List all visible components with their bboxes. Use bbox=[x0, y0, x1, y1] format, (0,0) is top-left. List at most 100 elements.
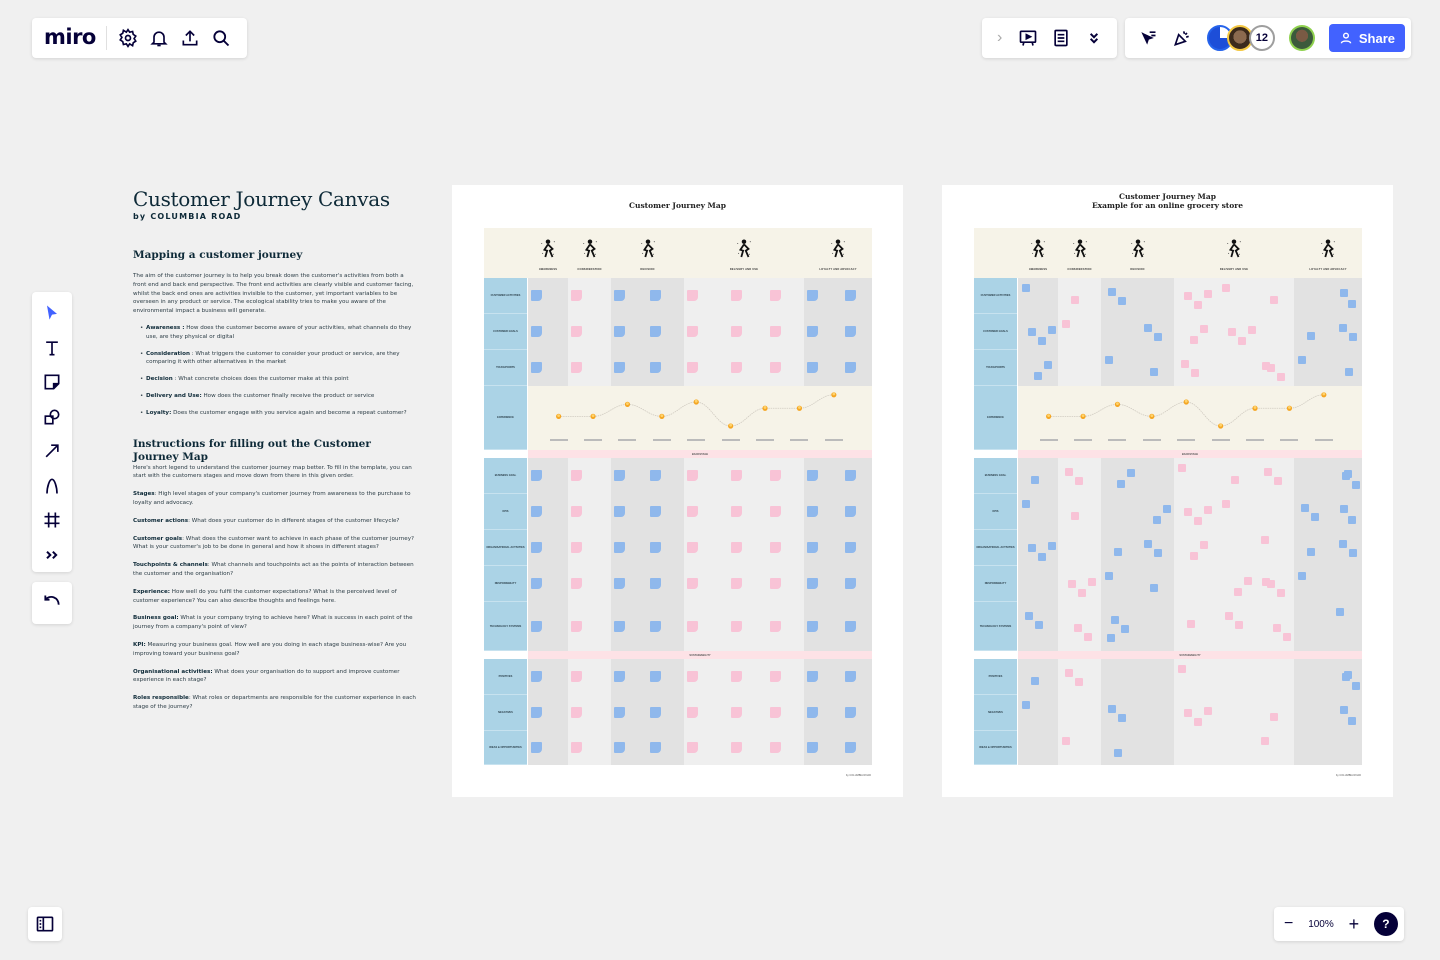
sticky-note[interactable] bbox=[1194, 517, 1202, 525]
sticky-note[interactable] bbox=[1298, 356, 1306, 364]
sticky-note[interactable] bbox=[731, 326, 742, 337]
sticky-note[interactable] bbox=[845, 542, 856, 553]
sticky-note[interactable] bbox=[1349, 549, 1357, 557]
sticky-note[interactable] bbox=[1181, 360, 1189, 368]
sticky-note[interactable] bbox=[1235, 621, 1243, 629]
sticky-note[interactable] bbox=[531, 470, 542, 481]
sticky-note[interactable] bbox=[1228, 328, 1236, 336]
settings-button[interactable] bbox=[112, 21, 143, 55]
board-panel-button[interactable] bbox=[28, 907, 62, 941]
sticky-note[interactable] bbox=[1035, 621, 1043, 629]
sticky-note[interactable] bbox=[1339, 324, 1347, 332]
sticky-note[interactable] bbox=[687, 578, 698, 589]
sticky-note[interactable] bbox=[1062, 320, 1070, 328]
sticky-note[interactable] bbox=[1339, 540, 1347, 548]
sticky-note[interactable] bbox=[1178, 665, 1186, 673]
sticky-note[interactable] bbox=[1348, 516, 1356, 524]
sticky-note[interactable] bbox=[1108, 288, 1116, 296]
sticky-note[interactable] bbox=[1261, 737, 1269, 745]
sticky-note[interactable] bbox=[687, 620, 698, 632]
sticky-note[interactable] bbox=[571, 542, 582, 553]
sticky-note[interactable] bbox=[1153, 516, 1161, 524]
reactions-button[interactable] bbox=[1131, 21, 1165, 55]
sticky-note[interactable] bbox=[1340, 289, 1348, 297]
sticky-note[interactable] bbox=[845, 326, 856, 337]
sticky-note[interactable] bbox=[1048, 326, 1056, 334]
sticky-note[interactable] bbox=[731, 542, 742, 553]
sticky-note[interactable] bbox=[650, 671, 661, 682]
sticky-note[interactable] bbox=[1190, 336, 1198, 344]
sticky-note[interactable] bbox=[1234, 588, 1242, 596]
sticky-note[interactable] bbox=[1225, 612, 1233, 620]
grid-cell[interactable] bbox=[1101, 494, 1137, 530]
sticky-note[interactable] bbox=[1349, 333, 1357, 341]
sticky-note[interactable] bbox=[1204, 506, 1212, 514]
sticky-note[interactable] bbox=[1031, 476, 1039, 484]
sticky-note[interactable] bbox=[1191, 369, 1199, 377]
grid-cell[interactable] bbox=[1137, 314, 1174, 350]
avatar[interactable] bbox=[1226, 25, 1253, 51]
sticky-note[interactable] bbox=[650, 506, 661, 517]
sticky-note[interactable] bbox=[1048, 542, 1056, 550]
sticky-note[interactable] bbox=[770, 707, 781, 718]
sticky-note[interactable] bbox=[770, 362, 781, 373]
sticky-note[interactable] bbox=[1267, 580, 1275, 588]
zoom-in-button[interactable]: + bbox=[1348, 913, 1360, 934]
notifications-button[interactable] bbox=[144, 21, 175, 55]
sticky-note[interactable] bbox=[845, 290, 856, 301]
sticky-note[interactable] bbox=[845, 707, 856, 718]
sticky-note[interactable] bbox=[770, 578, 781, 589]
sticky-note[interactable] bbox=[770, 671, 781, 682]
expand-toolbar-button[interactable]: › bbox=[988, 21, 1011, 55]
sticky-note[interactable] bbox=[1194, 718, 1202, 726]
sticky-note[interactable] bbox=[807, 542, 818, 553]
sticky-note[interactable] bbox=[650, 290, 661, 301]
grid-cell[interactable] bbox=[1174, 350, 1218, 386]
intro-text-block[interactable]: Customer Journey Canvas by COLUMBIA ROAD… bbox=[133, 186, 418, 712]
sticky-note[interactable] bbox=[1200, 325, 1208, 333]
sticky-note[interactable] bbox=[1204, 707, 1212, 715]
sticky-note[interactable] bbox=[1150, 368, 1158, 376]
miro-logo[interactable]: miro bbox=[44, 26, 107, 50]
sticky-note[interactable] bbox=[1117, 480, 1125, 488]
sticky-note[interactable] bbox=[807, 620, 818, 632]
sticky-note[interactable] bbox=[531, 506, 542, 517]
sticky-note[interactable] bbox=[1118, 714, 1126, 722]
sticky-note[interactable] bbox=[1118, 297, 1126, 305]
grid-cell[interactable] bbox=[1058, 659, 1101, 695]
sticky-note[interactable] bbox=[1340, 706, 1348, 714]
sticky-note[interactable] bbox=[1298, 572, 1306, 580]
sticky-note[interactable] bbox=[807, 362, 818, 373]
sticky-note[interactable] bbox=[571, 742, 582, 753]
sticky-note[interactable] bbox=[1178, 464, 1186, 472]
sticky-note[interactable] bbox=[1022, 284, 1030, 292]
sticky-note[interactable] bbox=[1336, 608, 1344, 616]
journey-map-example-frame[interactable]: Customer Journey Map Example for an onli… bbox=[942, 185, 1393, 797]
sticky-note[interactable] bbox=[1262, 578, 1270, 586]
sticky-note[interactable] bbox=[1348, 300, 1356, 308]
sticky-note[interactable] bbox=[1307, 548, 1315, 556]
notes-button[interactable] bbox=[1045, 21, 1078, 55]
grid-cell[interactable] bbox=[1294, 659, 1332, 695]
sticky-note[interactable] bbox=[1277, 589, 1285, 597]
sticky-note[interactable] bbox=[1248, 326, 1256, 334]
sticky-note[interactable] bbox=[845, 620, 856, 632]
zoom-out-button[interactable]: − bbox=[1284, 915, 1294, 932]
sticky-note[interactable] bbox=[1270, 713, 1278, 721]
sticky-note[interactable] bbox=[531, 671, 542, 682]
sticky-note[interactable] bbox=[614, 470, 625, 481]
sticky-note[interactable] bbox=[1084, 633, 1092, 641]
grid-cell[interactable] bbox=[1332, 566, 1362, 602]
upload-button[interactable] bbox=[175, 21, 206, 55]
sticky-note[interactable] bbox=[614, 742, 625, 753]
sticky-note[interactable] bbox=[1244, 577, 1252, 585]
grid-cell[interactable] bbox=[1137, 731, 1174, 765]
sticky-note[interactable] bbox=[571, 506, 582, 517]
grid-cell[interactable] bbox=[1058, 530, 1101, 566]
grid-cell[interactable] bbox=[1058, 458, 1101, 494]
sticky-note[interactable] bbox=[807, 578, 818, 589]
sticky-note[interactable] bbox=[687, 542, 698, 553]
presentation-button[interactable] bbox=[1011, 21, 1044, 55]
sticky-note[interactable] bbox=[1184, 292, 1192, 300]
sticky-note[interactable] bbox=[807, 290, 818, 301]
